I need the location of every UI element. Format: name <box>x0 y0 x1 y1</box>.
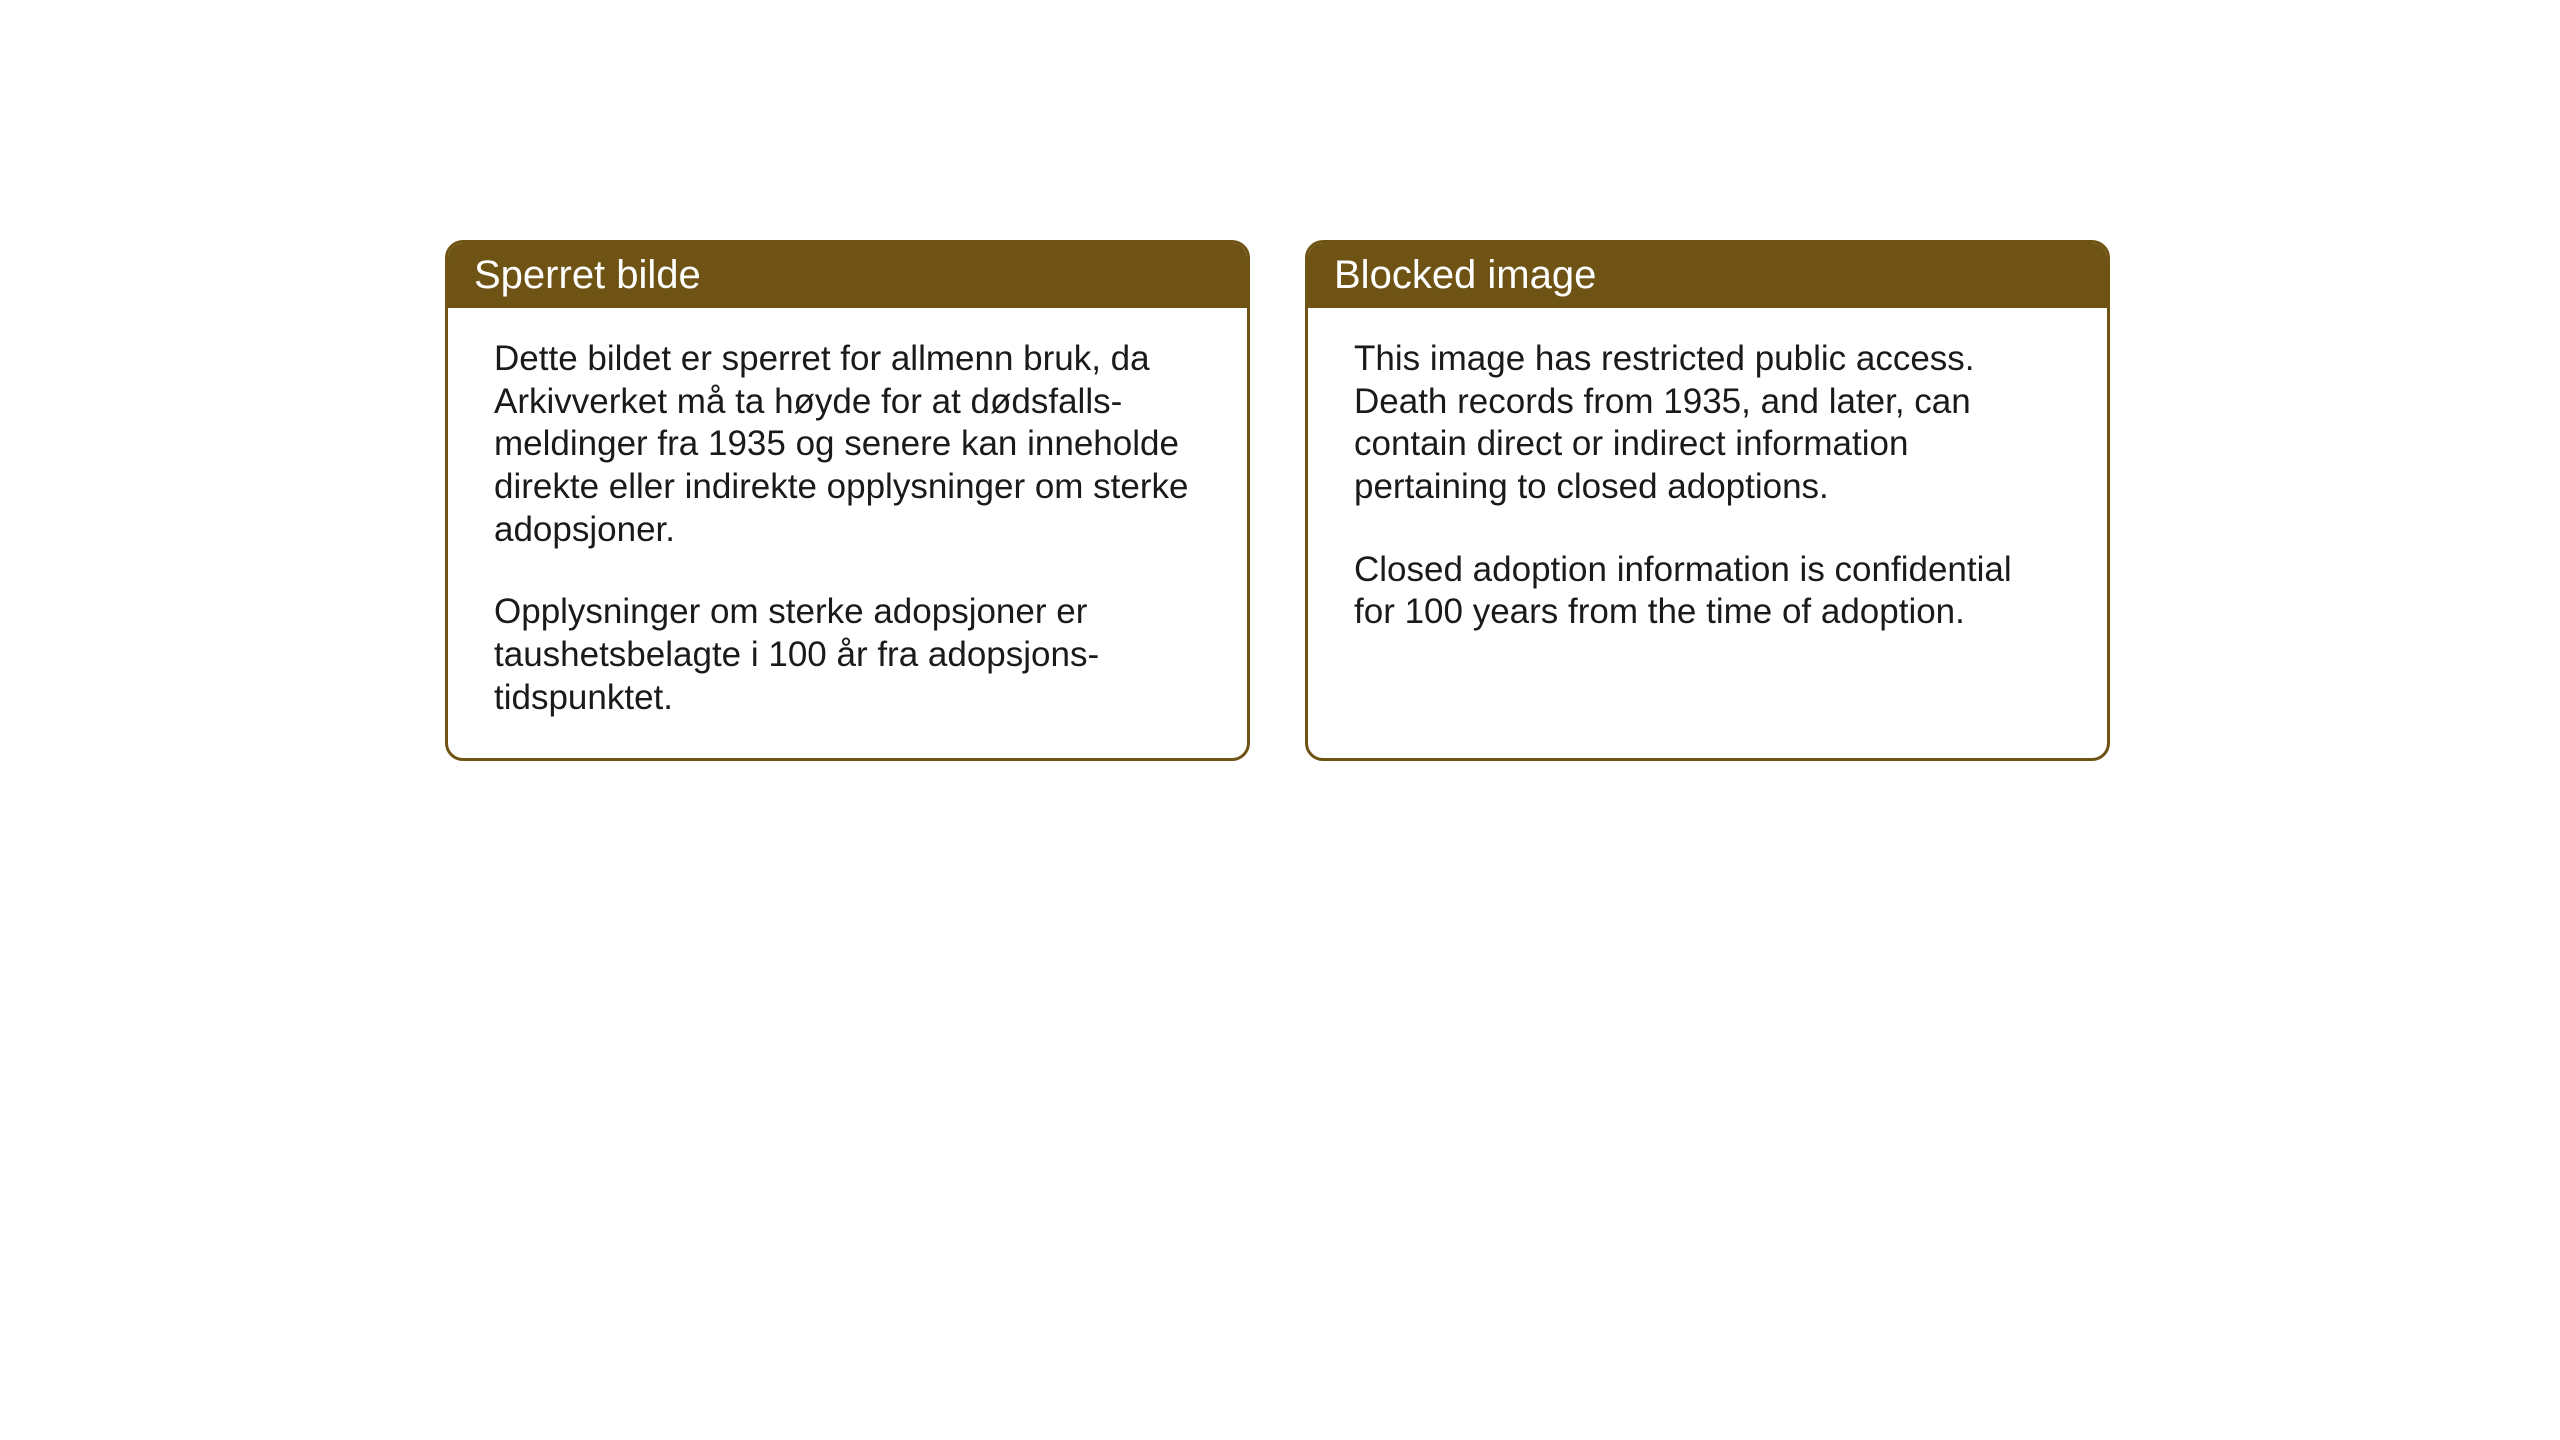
english-paragraph-1: This image has restricted public access.… <box>1354 338 2061 509</box>
english-card-body: This image has restricted public access.… <box>1308 308 2107 758</box>
english-notice-card: Blocked image This image has restricted … <box>1305 240 2110 761</box>
english-card-header: Blocked image <box>1308 243 2107 308</box>
notice-container: Sperret bilde Dette bildet er sperret fo… <box>445 240 2110 761</box>
english-paragraph-2: Closed adoption information is confident… <box>1354 549 2061 634</box>
norwegian-card-title: Sperret bilde <box>474 253 701 297</box>
norwegian-paragraph-1: Dette bildet er sperret for allmenn bruk… <box>494 338 1201 551</box>
norwegian-notice-card: Sperret bilde Dette bildet er sperret fo… <box>445 240 1250 761</box>
norwegian-paragraph-2: Opplysninger om sterke adopsjoner er tau… <box>494 591 1201 719</box>
norwegian-card-body: Dette bildet er sperret for allmenn bruk… <box>448 308 1247 758</box>
english-card-title: Blocked image <box>1334 253 1596 297</box>
norwegian-card-header: Sperret bilde <box>448 243 1247 308</box>
